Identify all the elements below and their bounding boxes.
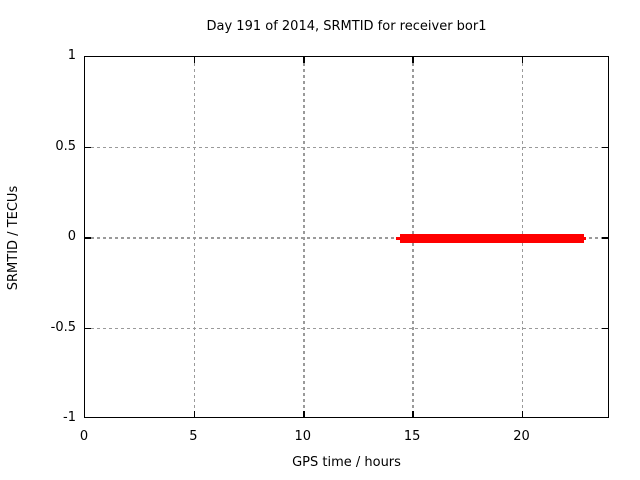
y-tick-label: -1 [63, 410, 76, 425]
y-tick-label: 1 [67, 48, 76, 63]
chart-title: Day 191 of 2014, SRMTID for receiver bor… [206, 19, 487, 34]
series-line-srmtid-body [400, 233, 584, 243]
x-axis-label: GPS time / hours [292, 455, 401, 470]
plot-area [84, 56, 609, 418]
tick-mark-x [521, 57, 524, 63]
y-tick-label: -0.5 [50, 319, 76, 335]
tick-mark-x [193, 411, 196, 417]
x-tick-label: 20 [513, 429, 530, 444]
tick-mark-x [412, 411, 414, 417]
gridline-horizontal [85, 327, 608, 330]
tick-mark-y [602, 237, 608, 239]
x-tick-label: 0 [79, 429, 89, 444]
tick-mark-x [521, 411, 524, 417]
tick-mark-x [412, 57, 414, 63]
x-tick-label: 5 [189, 429, 198, 444]
y-tick-label: 0.5 [55, 138, 76, 154]
gridline-vertical [303, 57, 305, 417]
y-tick-label: 0 [67, 229, 76, 244]
gridline-vertical [193, 57, 196, 417]
tick-mark-y [602, 327, 608, 330]
gridline-horizontal [85, 146, 608, 149]
x-tick-label: 10 [294, 429, 312, 444]
tick-mark-y [85, 327, 91, 330]
tick-mark-y [602, 146, 608, 149]
x-tick-label: 15 [403, 429, 421, 444]
tick-mark-x [303, 411, 305, 417]
gridline-horizontal [85, 237, 608, 239]
tick-mark-x [193, 57, 196, 63]
tick-mark-y [85, 146, 91, 149]
tick-mark-y [85, 237, 91, 239]
tick-mark-x [303, 57, 305, 63]
